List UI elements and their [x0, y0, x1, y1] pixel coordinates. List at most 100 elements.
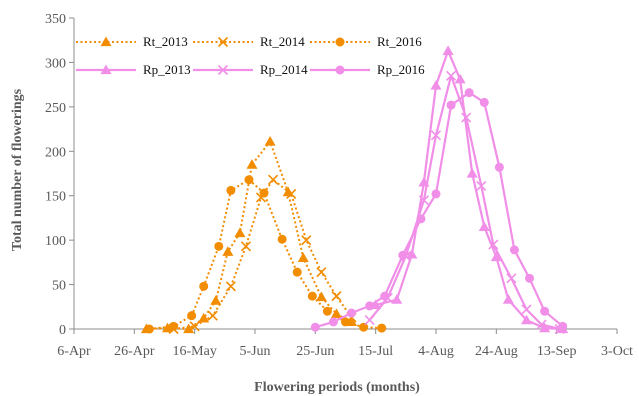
data-point	[430, 80, 442, 90]
data-point	[416, 214, 426, 224]
data-point	[292, 267, 302, 277]
data-point	[316, 267, 327, 278]
data-point	[398, 250, 408, 260]
x-tick-label: 5-Jun	[239, 344, 270, 359]
legend-item-rt-2013: Rt_2013	[76, 34, 188, 49]
y-tick-label: 100	[45, 234, 66, 249]
data-point	[240, 241, 252, 252]
legend-marker	[335, 65, 345, 75]
data-point	[198, 312, 210, 323]
y-tick-label: 50	[52, 279, 66, 294]
data-point	[286, 188, 297, 200]
x-tick-label: 4-Aug	[418, 344, 454, 359]
data-point	[418, 195, 429, 206]
data-point	[406, 248, 418, 259]
y-tick-label: 250	[45, 101, 66, 116]
legend-label: Rt_2016	[377, 34, 422, 49]
axes: 0 50 100 150 200 250 300 350 6-Apr 26-Apr 16-May 5-…	[45, 12, 633, 359]
data-point	[297, 252, 309, 263]
legend-label: Rt_2013	[143, 34, 188, 49]
data-point	[446, 70, 457, 81]
data-point	[277, 234, 287, 244]
data-point	[199, 281, 209, 291]
x-axis-title: Flowering periods (months)	[254, 380, 420, 395]
data-point	[322, 306, 332, 316]
series-line-rp-2013	[375, 49, 563, 331]
y-tick-label: 0	[59, 323, 66, 338]
legend-item-rt-2016: Rt_2016	[310, 34, 422, 49]
legend-marker	[335, 37, 345, 47]
data-point	[454, 73, 466, 84]
data-point	[461, 112, 472, 123]
data-point	[301, 235, 312, 246]
data-point	[525, 273, 535, 283]
data-point	[488, 239, 499, 250]
series-line-rp-2014	[368, 74, 560, 331]
data-point	[310, 322, 320, 332]
x-tick-label: 3-Oct	[601, 344, 633, 359]
data-point	[234, 227, 246, 238]
data-point	[207, 310, 218, 321]
data-point	[476, 180, 487, 192]
y-tick-label: 350	[45, 12, 66, 27]
series-rp-2014	[364, 70, 565, 335]
data-point	[521, 304, 532, 315]
data-point	[466, 168, 478, 178]
legend-item-rp-2016: Rp_2016	[310, 62, 425, 77]
data-point	[365, 301, 375, 311]
data-point	[479, 97, 489, 107]
x-tick-label: 24-Aug	[475, 344, 518, 359]
data-point	[341, 317, 350, 327]
series-rp-2016	[310, 88, 568, 332]
x-tick-label: 26-Apr	[114, 344, 155, 359]
data-point	[536, 319, 547, 330]
data-point	[189, 321, 200, 332]
legend-label: Rp_2013	[143, 62, 191, 77]
data-point	[264, 136, 276, 146]
data-point	[347, 308, 357, 318]
data-point	[222, 246, 234, 256]
data-point	[464, 88, 474, 98]
data-point	[540, 306, 550, 316]
data-point	[244, 175, 254, 185]
data-point	[315, 291, 327, 302]
series-rp-2013	[370, 45, 569, 334]
series-line-rp-2016	[314, 91, 564, 329]
legend-item-rp-2013: Rp_2013	[76, 62, 191, 77]
legend: Rt_2013 Rt_2014 Rt_2016 Rp_2013 Rp_2014 Rp_20…	[76, 34, 425, 77]
data-point	[502, 294, 514, 304]
data-point	[328, 317, 338, 327]
series-layer	[140, 45, 569, 335]
data-point	[246, 159, 258, 169]
legend-marker	[217, 64, 229, 76]
series-rt-2016	[144, 175, 387, 334]
data-point	[442, 45, 454, 56]
x-tick-label: 6-Apr	[57, 344, 91, 359]
data-point	[268, 174, 279, 185]
data-point	[506, 273, 517, 284]
x-tick-label: 16-May	[173, 344, 217, 359]
legend-label: Rp_2014	[260, 62, 308, 77]
data-point	[226, 185, 236, 195]
data-point	[259, 188, 269, 198]
data-point	[478, 221, 490, 231]
data-point	[446, 100, 456, 110]
y-tick-label: 200	[45, 145, 66, 160]
legend-marker	[100, 64, 112, 75]
data-point	[330, 308, 342, 319]
data-point	[509, 245, 519, 255]
data-point	[391, 294, 403, 304]
legend-label: Rp_2016	[377, 62, 425, 77]
data-point	[169, 321, 179, 331]
data-point	[521, 314, 532, 325]
data-point	[558, 321, 568, 331]
legend-item-rt-2014: Rt_2014	[193, 34, 305, 49]
data-point	[187, 311, 197, 321]
legend-marker	[100, 36, 112, 47]
data-point	[490, 251, 502, 262]
data-point	[225, 281, 236, 292]
data-point	[210, 295, 222, 305]
legend-marker	[217, 36, 229, 48]
data-point	[380, 291, 390, 301]
